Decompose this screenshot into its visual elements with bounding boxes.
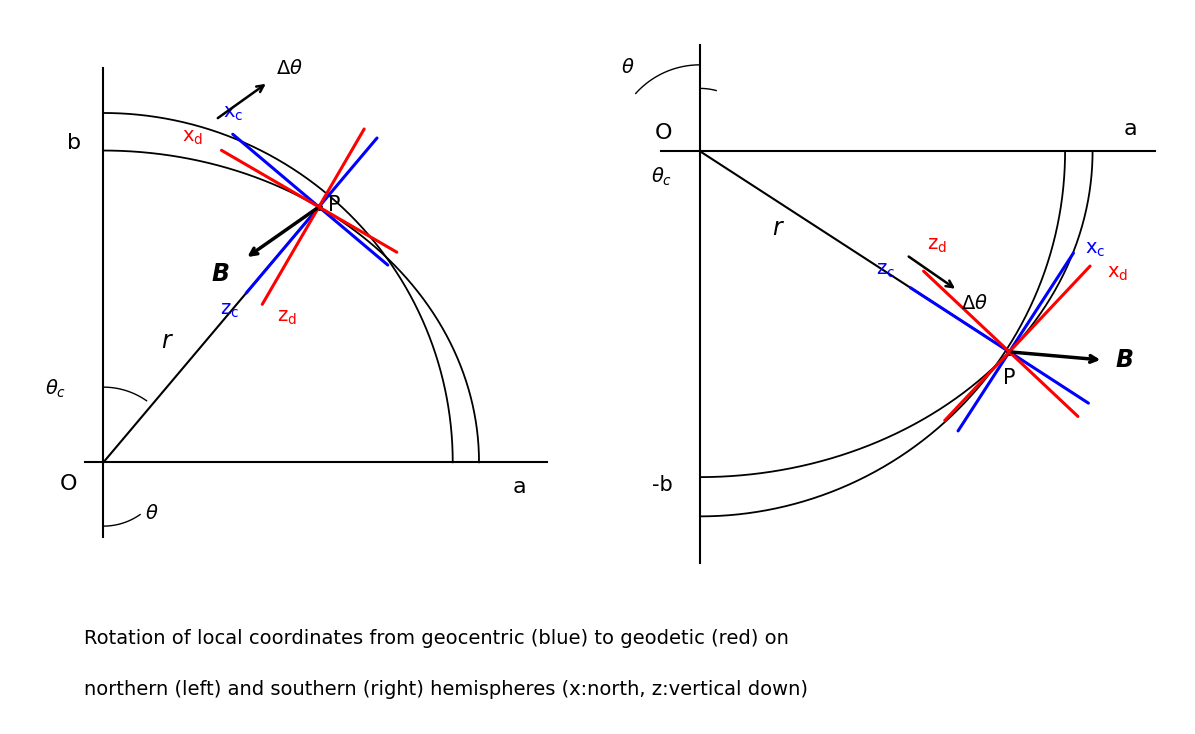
Text: $\boldsymbol{B}$: $\boldsymbol{B}$ — [212, 262, 229, 286]
Text: a: a — [1124, 120, 1138, 139]
Text: x$_\mathsf{d}$: x$_\mathsf{d}$ — [182, 128, 203, 147]
Text: a: a — [513, 477, 527, 498]
Text: O: O — [655, 123, 673, 143]
Text: z$_\mathsf{c}$: z$_\mathsf{c}$ — [876, 261, 895, 280]
Text: x$_\mathsf{d}$: x$_\mathsf{d}$ — [1108, 264, 1128, 283]
Text: P: P — [1003, 368, 1016, 388]
Text: r: r — [772, 217, 783, 241]
Text: z$_\mathsf{c}$: z$_\mathsf{c}$ — [220, 300, 239, 319]
Text: z$_\mathsf{d}$: z$_\mathsf{d}$ — [277, 308, 298, 327]
Text: Rotation of local coordinates from geocentric (blue) to geodetic (red) on: Rotation of local coordinates from geoce… — [84, 629, 789, 648]
Text: $\theta_c$: $\theta_c$ — [651, 166, 673, 188]
Text: r: r — [161, 329, 171, 352]
Text: z$_\mathsf{d}$: z$_\mathsf{d}$ — [927, 236, 948, 255]
Text: $\theta$: $\theta$ — [621, 58, 635, 76]
Text: $\Delta\theta$: $\Delta\theta$ — [276, 59, 302, 79]
Text: b: b — [67, 133, 81, 153]
Text: $\theta$: $\theta$ — [145, 504, 158, 523]
Text: x$_\mathsf{c}$: x$_\mathsf{c}$ — [222, 104, 243, 123]
Text: x$_\mathsf{c}$: x$_\mathsf{c}$ — [1085, 239, 1105, 258]
Text: northern (left) and southern (right) hemispheres (x:north, z:vertical down): northern (left) and southern (right) hem… — [84, 680, 808, 700]
Text: $\boldsymbol{B}$: $\boldsymbol{B}$ — [1115, 348, 1134, 372]
Text: P: P — [329, 195, 341, 215]
Text: O: O — [60, 473, 78, 493]
Text: -b: -b — [651, 475, 673, 495]
Text: $\theta_c$: $\theta_c$ — [44, 378, 66, 400]
Text: $\Delta\theta$: $\Delta\theta$ — [962, 294, 988, 313]
